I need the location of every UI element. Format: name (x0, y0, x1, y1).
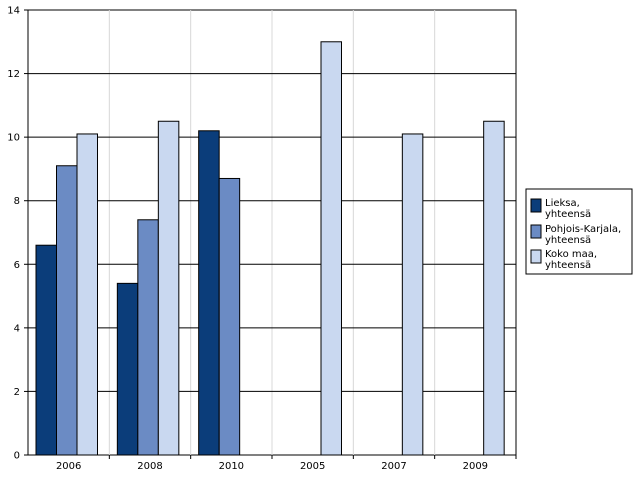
bar (35, 244, 57, 456)
x-tick-label: 2009 (463, 461, 488, 472)
x-tick-label: 2010 (219, 461, 244, 472)
bar (218, 177, 241, 456)
y-tick-label: 10 (7, 133, 20, 144)
legend-swatch (530, 224, 542, 239)
legend-label: Lieksa, yhteensä (545, 198, 591, 220)
legend-label: Pohjois-Karjala, yhteensä (545, 224, 621, 246)
x-tick-label: 2008 (137, 461, 162, 472)
legend-label-line: yhteensä (545, 235, 591, 246)
legend-label-line: Pohjois-Karjala, (545, 224, 621, 235)
bar (320, 41, 342, 456)
y-tick-label: 4 (14, 323, 20, 334)
bar (157, 120, 180, 456)
legend-label-line: yhteensä (545, 260, 591, 271)
y-tick-label: 14 (7, 6, 20, 17)
legend-label-line: yhteensä (545, 209, 591, 220)
bar (401, 133, 424, 456)
bar (483, 120, 505, 456)
x-tick-label: 2007 (381, 461, 406, 472)
y-tick-label: 12 (7, 69, 20, 80)
bar (116, 282, 139, 456)
legend-label: Koko maa, yhteensä (545, 249, 597, 271)
axes-layer: 0 2 4 6 8 10 12 14 2006 2008 2010 2005 2007 2009 (7, 6, 517, 472)
bar (137, 219, 159, 456)
bars-layer (35, 41, 505, 456)
x-tick-label: 2005 (300, 461, 325, 472)
y-tick-label: 0 (14, 451, 20, 462)
y-tick-label: 2 (14, 387, 20, 398)
legend-label-line: Koko maa, (545, 249, 597, 260)
legend-swatch (530, 198, 542, 213)
legend-label-line: Lieksa, (545, 198, 580, 209)
bar (56, 165, 78, 456)
bar (198, 130, 220, 456)
legend-swatch (530, 249, 542, 264)
legend-box (525, 188, 633, 275)
bar (76, 133, 98, 456)
y-tick-label: 6 (14, 260, 20, 271)
x-tick-label: 2006 (56, 461, 81, 472)
y-tick-label: 8 (14, 196, 20, 207)
grid-layer (27, 9, 517, 456)
